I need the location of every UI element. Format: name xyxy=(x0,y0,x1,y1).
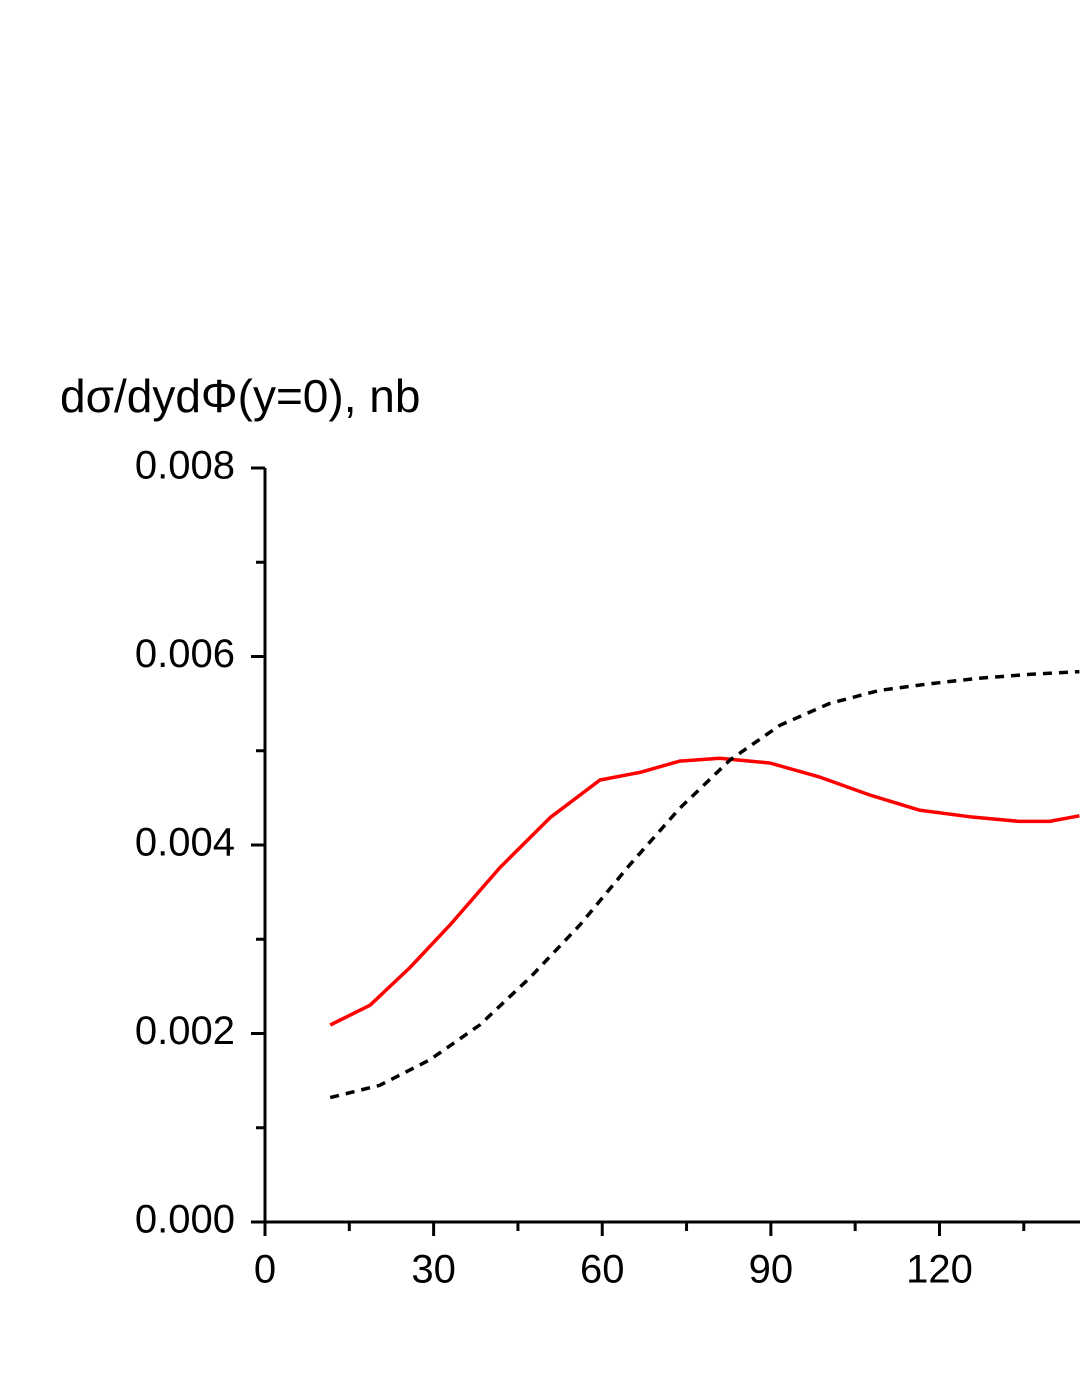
x-tick-label: 60 xyxy=(580,1248,625,1292)
y-tick-label: 0.004 xyxy=(135,821,235,865)
y-tick-label: 0.006 xyxy=(135,632,235,676)
y-axis-label: dσ/dydΦ(y=0), nb xyxy=(60,370,420,422)
line xyxy=(329,669,1080,1100)
y-tick-label: 0.008 xyxy=(135,444,235,488)
line xyxy=(329,756,1080,1027)
x-tick-label: 120 xyxy=(906,1248,973,1292)
y-tick-label: 0.000 xyxy=(135,1198,235,1242)
x-tick-label: 90 xyxy=(749,1248,794,1292)
x-tick-label: 0 xyxy=(254,1248,276,1292)
x-tick-label: 30 xyxy=(411,1248,456,1292)
y-tick-label: 0.002 xyxy=(135,1009,235,1053)
